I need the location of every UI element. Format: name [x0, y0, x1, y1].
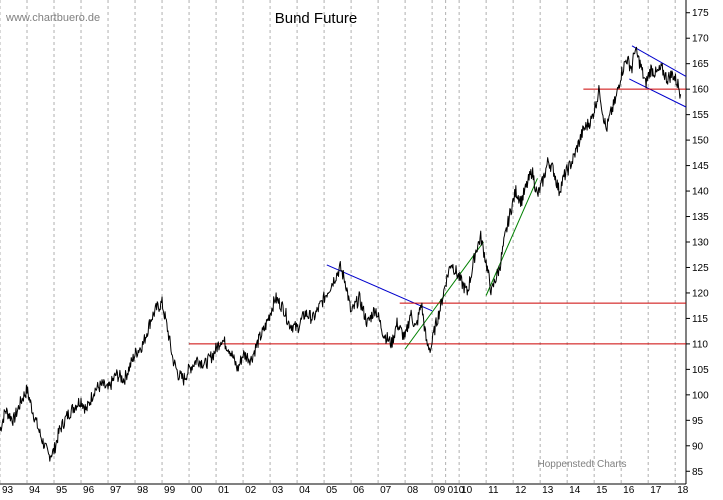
x-tick-label: 12 — [515, 485, 527, 495]
x-tick-label: 99 — [164, 485, 176, 495]
chart-title: Bund Future — [275, 10, 358, 27]
x-tick-label: 93 — [2, 485, 14, 495]
y-tick-label: 85 — [692, 467, 704, 478]
trend-line — [629, 78, 687, 108]
y-tick-label: 105 — [692, 365, 709, 376]
x-tick-label: 07 — [380, 485, 392, 495]
grid-layer — [0, 0, 676, 484]
x-tick-label: 010 — [448, 485, 465, 495]
trend-line — [631, 45, 687, 77]
x-tick-label: 98 — [137, 485, 149, 495]
x-tick-label: 04 — [299, 485, 311, 495]
x-tick-label: 08 — [407, 485, 419, 495]
x-tick-label: 10 — [461, 485, 473, 495]
x-tick-label: 09 — [434, 485, 446, 495]
x-tick-label: 11 — [488, 485, 499, 495]
y-tick-label: 150 — [692, 136, 709, 147]
y-tick-label: 175 — [692, 8, 709, 19]
annotation-layer — [189, 45, 687, 350]
x-tick-label: 14 — [569, 485, 581, 495]
x-tick-label: 17 — [650, 485, 662, 495]
series-layer — [0, 46, 682, 462]
x-tick-label: 18 — [677, 485, 689, 495]
x-tick-label: 96 — [83, 485, 95, 495]
x-tick-label: 02 — [245, 485, 257, 495]
trend-line — [404, 241, 484, 350]
x-tick-label: 00 — [191, 485, 203, 495]
y-tick-label: 90 — [692, 441, 704, 452]
y-tick-label: 160 — [692, 85, 709, 96]
x-tick-label: 97 — [110, 485, 122, 495]
x-tick-label: 16 — [623, 485, 635, 495]
x-tick-label: 01 — [218, 485, 230, 495]
x-tick-label: 94 — [29, 485, 41, 495]
x-tick-label: 06 — [353, 485, 365, 495]
trend-line — [485, 178, 538, 296]
y-tick-label: 130 — [692, 238, 709, 249]
y-tick-label: 170 — [692, 34, 709, 45]
y-tick-label: 125 — [692, 263, 709, 274]
x-tick-label: 13 — [542, 485, 554, 495]
x-tick-label: 03 — [272, 485, 284, 495]
y-tick-label: 95 — [692, 416, 704, 427]
watermark-text: www.chartbuero.de — [5, 12, 100, 24]
y-tick-label: 110 — [692, 339, 708, 350]
x-tick-label: 15 — [596, 485, 608, 495]
credit-text: Hoppenstedt Charts — [538, 459, 627, 470]
y-tick-label: 140 — [692, 187, 709, 198]
y-tick-label: 120 — [692, 288, 709, 299]
y-tick-label: 145 — [692, 161, 709, 172]
price-series-line — [0, 46, 682, 462]
y-tick-label: 100 — [692, 390, 709, 401]
y-tick-label: 165 — [692, 59, 709, 70]
y-tick-label: 135 — [692, 212, 709, 223]
y-tick-label: 115 — [692, 314, 708, 325]
x-tick-label: 95 — [56, 485, 68, 495]
y-tick-label: 155 — [692, 110, 709, 121]
x-tick-label: 05 — [326, 485, 338, 495]
axis-layer — [0, 0, 690, 485]
